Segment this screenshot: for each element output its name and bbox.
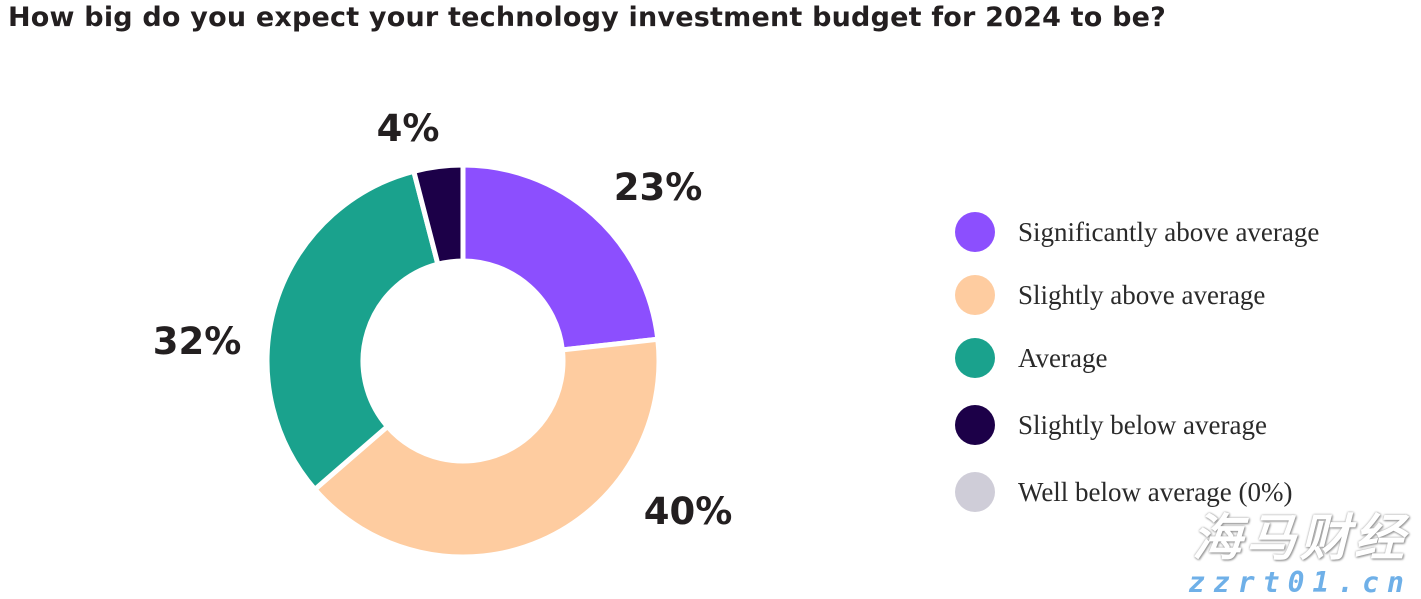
legend-item: Significantly above average: [955, 212, 1319, 252]
chart-title: How big do you expect your technology in…: [8, 2, 1167, 33]
legend-swatch: [955, 212, 995, 252]
slice-significantly-above-average: [460, 162, 661, 353]
legend-label: Slightly above average: [1018, 279, 1266, 310]
slice-slightly-below-average: [410, 162, 466, 268]
legend-item: Slightly below average: [955, 405, 1267, 445]
legend-label: Slightly below average: [1018, 409, 1267, 440]
data-label: 4%: [377, 107, 440, 150]
data-label: 40%: [644, 490, 733, 533]
legend-item: Well below average (0%): [955, 472, 1292, 512]
legend-item: Slightly above average: [955, 275, 1265, 315]
legend-item: Average: [955, 338, 1107, 378]
legend-label: Average: [1018, 342, 1108, 373]
legend-label: Significantly above average: [1018, 216, 1320, 247]
slice-slightly-above-average: [311, 336, 662, 560]
legend-label: Well below average (0%): [1018, 476, 1293, 507]
legend-swatch: [955, 405, 995, 445]
data-label: 23%: [614, 166, 703, 209]
legend-swatch: [955, 338, 995, 378]
legend-swatch: [955, 472, 995, 512]
slice-average: [264, 168, 441, 493]
legend-swatch: [955, 275, 995, 315]
data-label: 32%: [153, 320, 242, 363]
